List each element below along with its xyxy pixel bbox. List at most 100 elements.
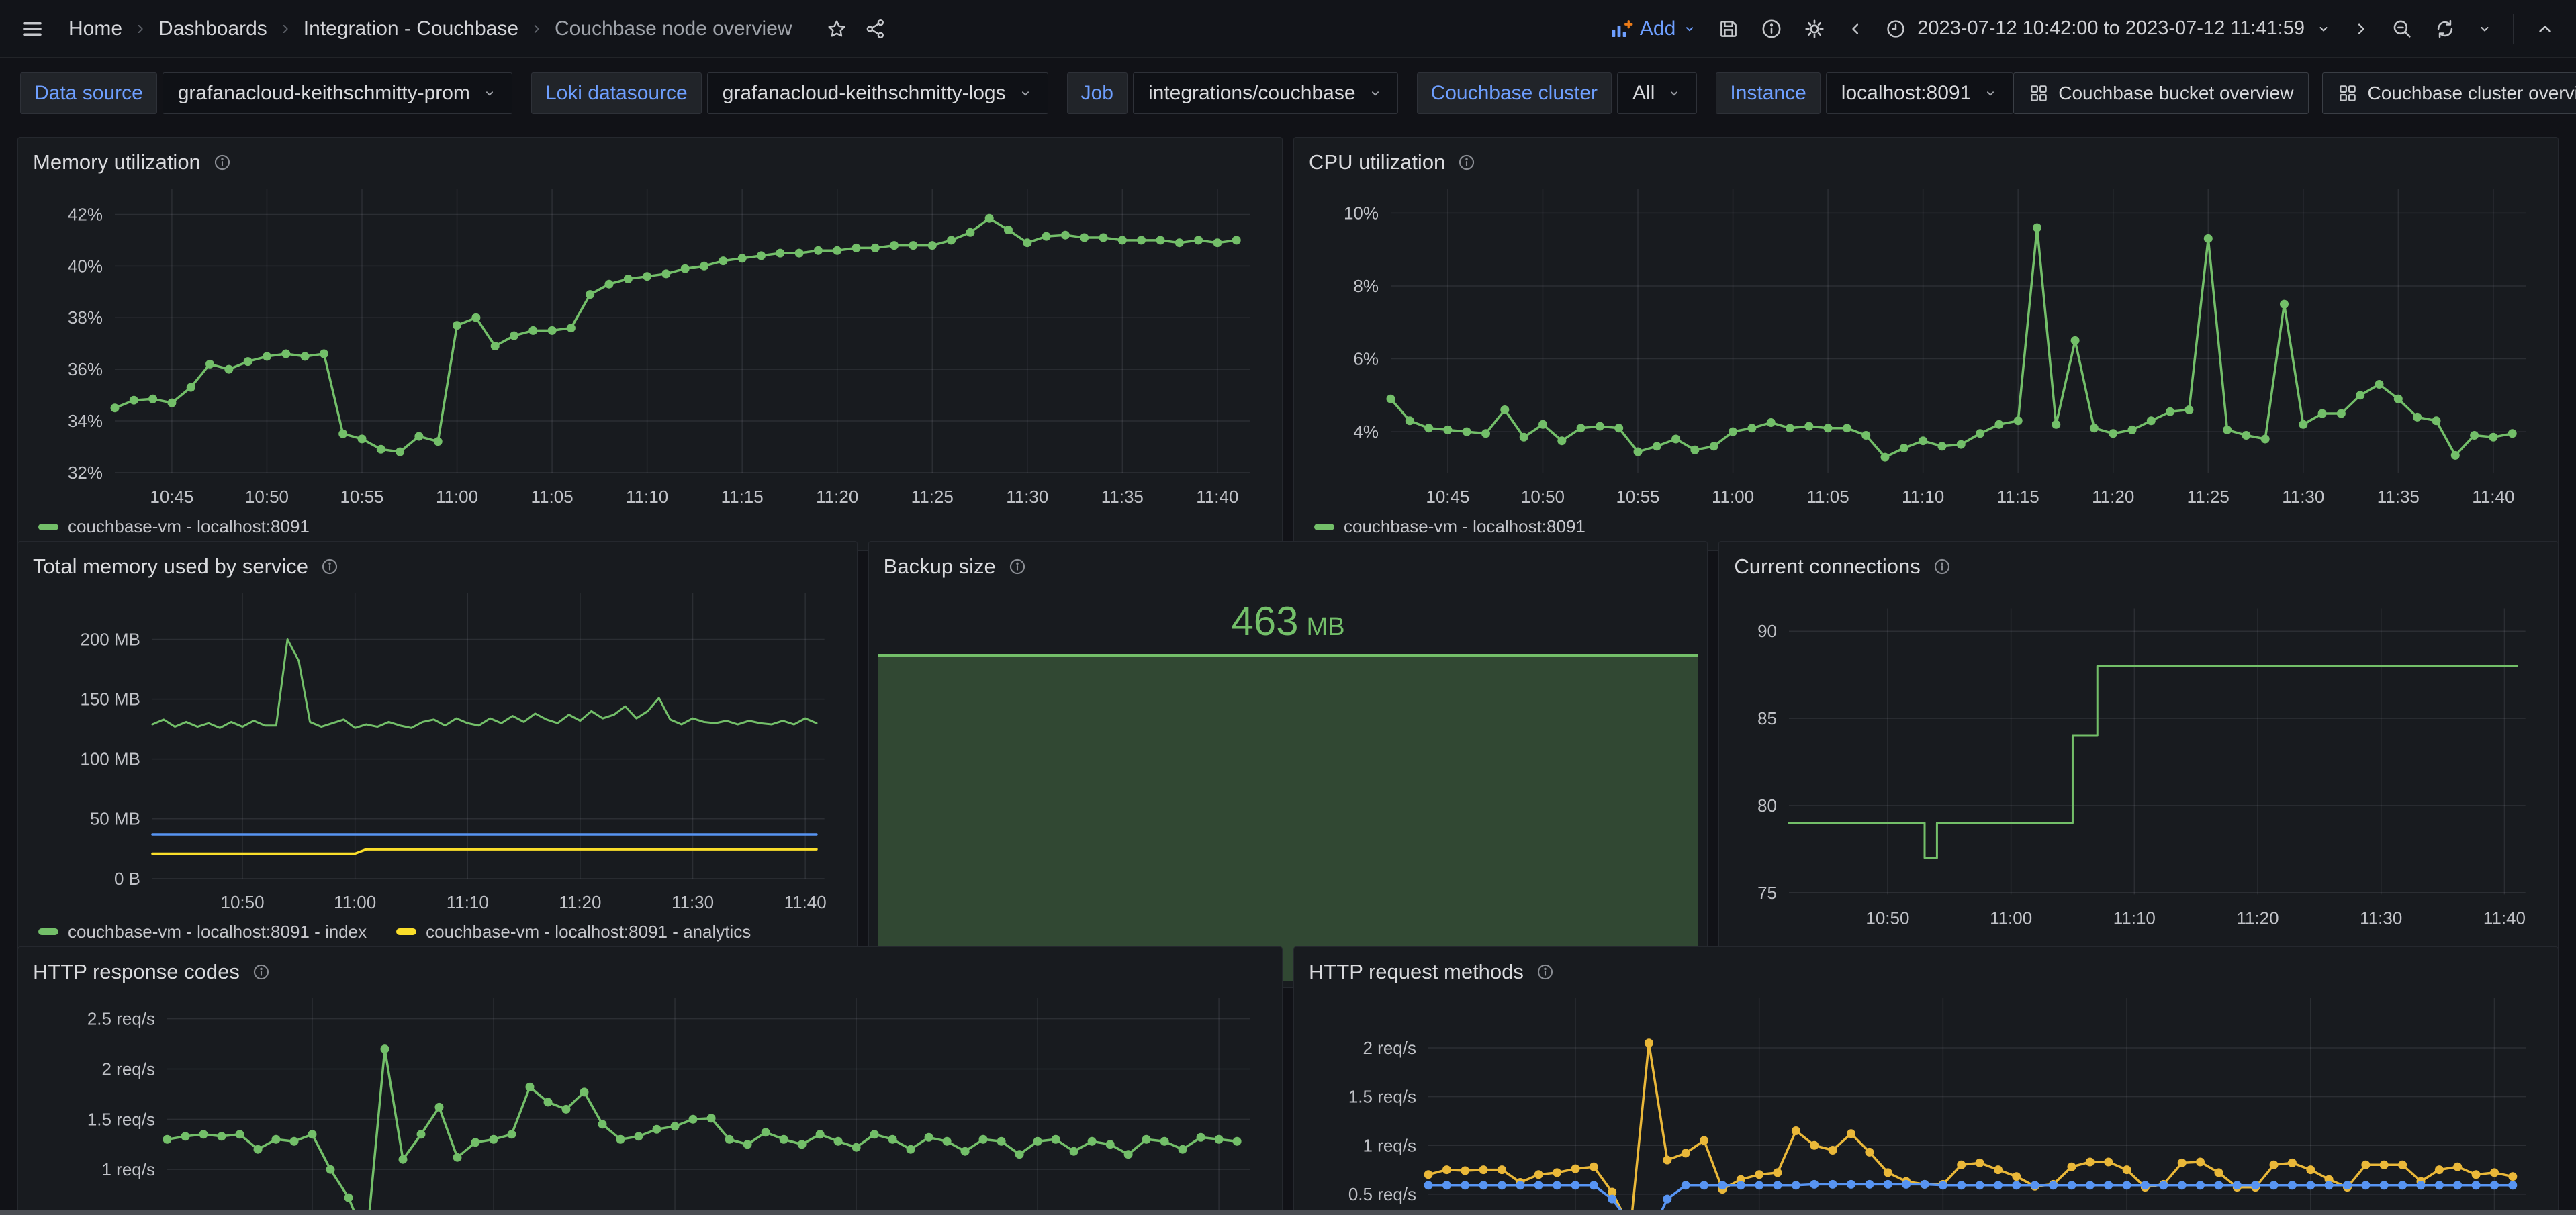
svg-text:11:00: 11:00: [1712, 487, 1754, 507]
couchbase-bucket-overview-link[interactable]: Couchbase bucket overview: [2013, 72, 2309, 114]
chevron-right-icon[interactable]: [2352, 19, 2371, 38]
panel-http-response-codes: HTTP response codes 10:5011:0011:1011:20…: [17, 946, 1283, 1215]
legend-swatch: [38, 524, 58, 530]
panel-title[interactable]: Backup size: [884, 554, 996, 579]
panel-current-connections: Current connections 10:5011:0011:1011:20…: [1718, 541, 2559, 988]
top-nav: Home Dashboards Integration - Couchbase …: [0, 0, 2576, 58]
panel-cpu-utilization: CPU utilization 10:4510:5010:5511:0011:0…: [1293, 137, 2559, 551]
svg-text:6%: 6%: [1353, 349, 1379, 369]
cpu-utilization-chart[interactable]: 10:4510:5010:5511:0011:0511:1011:1511:20…: [1309, 178, 2543, 512]
menu-icon[interactable]: [20, 17, 44, 41]
info-icon[interactable]: [213, 153, 232, 172]
svg-text:2.5 req/s: 2.5 req/s: [87, 1009, 155, 1029]
current-connections-chart[interactable]: 10:5011:0011:1011:2011:3011:4075808590: [1734, 582, 2543, 949]
instance-label: Instance: [1716, 72, 1820, 114]
panel-memory-utilization: Memory utilization 10:4510:5010:5511:001…: [17, 137, 1283, 551]
panel-title[interactable]: CPU utilization: [1309, 150, 1445, 175]
svg-text:11:10: 11:10: [626, 487, 668, 507]
gear-icon[interactable]: [1803, 17, 1826, 40]
legend-item[interactable]: couchbase-vm - localhost:8091 - index: [38, 922, 367, 942]
panel-title[interactable]: Current connections: [1734, 554, 1920, 579]
info-icon[interactable]: [1536, 963, 1555, 981]
legend-item[interactable]: couchbase-vm - localhost:8091: [1314, 516, 1585, 537]
svg-text:11:15: 11:15: [721, 487, 764, 507]
svg-text:150 MB: 150 MB: [80, 689, 140, 710]
filter-couchbase-cluster: Couchbase cluster All: [1417, 72, 1698, 114]
panel-title[interactable]: Total memory used by service: [33, 554, 308, 579]
panel-title[interactable]: HTTP response codes: [33, 960, 240, 984]
add-button[interactable]: Add: [1609, 17, 1697, 41]
svg-text:50 MB: 50 MB: [90, 809, 140, 829]
couchbase-cluster-select[interactable]: All: [1617, 72, 1697, 114]
memory-utilization-chart[interactable]: 10:4510:5010:5511:0011:0511:1011:1511:20…: [33, 178, 1267, 512]
total-memory-chart[interactable]: 10:5011:0011:1011:2011:3011:400 B50 MB10…: [33, 582, 842, 918]
chevron-down-icon[interactable]: [2477, 21, 2493, 37]
refresh-icon[interactable]: [2434, 17, 2456, 40]
bar-chart-plus-icon: [1609, 17, 1633, 41]
dashboard-controls: Data source grafanacloud-keithschmitty-p…: [0, 58, 2576, 128]
legend-label: couchbase-vm - localhost:8091 - analytic…: [426, 922, 751, 942]
chevron-left-icon[interactable]: [1846, 19, 1865, 38]
breadcrumb-dashboards[interactable]: Dashboards: [158, 17, 267, 40]
couchbase-cluster-label: Couchbase cluster: [1417, 72, 1612, 114]
star-icon[interactable]: [826, 18, 847, 40]
caret-up-icon[interactable]: [2534, 18, 2556, 40]
legend-swatch: [38, 928, 58, 935]
svg-text:200 MB: 200 MB: [80, 629, 140, 649]
svg-text:11:20: 11:20: [816, 487, 858, 507]
legend-item[interactable]: couchbase-vm - localhost:8091 - analytic…: [396, 922, 751, 942]
panel-http-request-methods: HTTP request methods 10:5011:0011:1011:2…: [1293, 946, 2559, 1215]
svg-text:11:25: 11:25: [911, 487, 954, 507]
svg-text:11:10: 11:10: [447, 892, 489, 912]
share-icon[interactable]: [865, 18, 886, 40]
backup-sparkline-area: [878, 654, 1698, 981]
save-icon[interactable]: [1717, 17, 1740, 40]
chevron-right-icon: [133, 21, 148, 36]
time-range-picker[interactable]: 2023-07-12 10:42:00 to 2023-07-12 11:41:…: [1885, 17, 2332, 40]
legend-item[interactable]: couchbase-vm - localhost:8091: [38, 516, 310, 537]
breadcrumb-home[interactable]: Home: [68, 17, 122, 40]
zoom-out-icon[interactable]: [2391, 17, 2413, 40]
job-select[interactable]: integrations/couchbase: [1133, 72, 1398, 114]
svg-text:42%: 42%: [68, 204, 103, 224]
divider: [2513, 14, 2514, 44]
panel-total-memory-by-service: Total memory used by service 10:5011:001…: [17, 541, 858, 988]
svg-text:11:05: 11:05: [531, 487, 573, 507]
horizontal-scrollbar[interactable]: [0, 1210, 2576, 1215]
svg-text:11:40: 11:40: [1196, 487, 1238, 507]
http-request-methods-chart[interactable]: 10:5011:0011:1011:2011:3011:400.5 req/s1…: [1309, 987, 2543, 1215]
svg-text:10%: 10%: [1344, 203, 1379, 223]
panel-title[interactable]: HTTP request methods: [1309, 960, 1524, 984]
svg-text:10:55: 10:55: [340, 487, 383, 507]
apps-icon: [2338, 83, 2358, 103]
info-icon[interactable]: [1008, 557, 1027, 576]
svg-text:11:10: 11:10: [1902, 487, 1944, 507]
info-icon[interactable]: [320, 557, 339, 576]
svg-text:90: 90: [1757, 621, 1777, 641]
info-icon[interactable]: [1933, 557, 1951, 576]
job-label: Job: [1067, 72, 1128, 114]
backup-size-unit: MB: [1307, 613, 1345, 642]
loki-datasource-value: grafanacloud-keithschmitty-logs: [723, 82, 1006, 105]
instance-select[interactable]: localhost:8091: [1826, 72, 2013, 114]
filter-loki-datasource: Loki datasource grafanacloud-keithschmit…: [531, 72, 1048, 114]
info-circle-icon[interactable]: [1760, 17, 1783, 40]
info-icon[interactable]: [252, 963, 271, 981]
couchbase-cluster-overview-link[interactable]: Couchbase cluster overview: [2322, 72, 2576, 114]
loki-datasource-select[interactable]: grafanacloud-keithschmitty-logs: [707, 72, 1048, 114]
chart-legend: couchbase-vm - localhost:8091: [33, 512, 1267, 544]
svg-text:11:25: 11:25: [2187, 487, 2229, 507]
chevron-down-icon: [1667, 86, 1682, 101]
legend-label: couchbase-vm - localhost:8091 - index: [68, 922, 367, 942]
chevron-down-icon: [1682, 21, 1697, 36]
info-icon[interactable]: [1457, 153, 1476, 172]
svg-text:11:30: 11:30: [2360, 908, 2403, 928]
data-source-select[interactable]: grafanacloud-keithschmitty-prom: [163, 72, 512, 114]
breadcrumb-current-page: Couchbase node overview: [555, 17, 792, 40]
data-source-value: grafanacloud-keithschmitty-prom: [178, 82, 470, 105]
http-response-codes-chart[interactable]: 10:5011:0011:1011:2011:3011:401 req/s1.5…: [33, 987, 1267, 1215]
svg-text:11:05: 11:05: [1807, 487, 1849, 507]
panel-title[interactable]: Memory utilization: [33, 150, 201, 175]
breadcrumb-integration-couchbase[interactable]: Integration - Couchbase: [304, 17, 518, 40]
svg-text:10:45: 10:45: [150, 487, 193, 507]
